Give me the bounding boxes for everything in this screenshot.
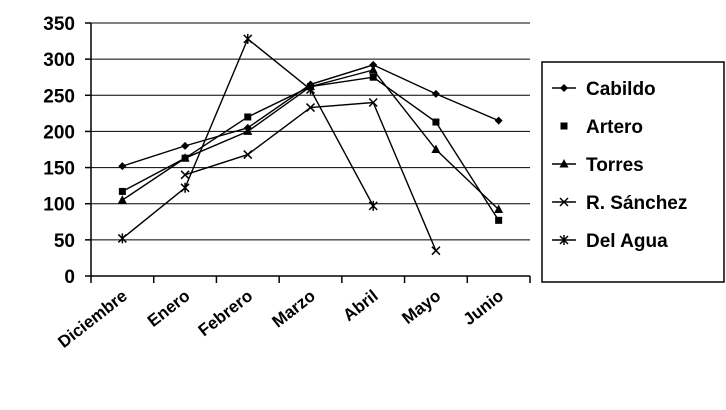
data-point-cabildo (431, 89, 440, 98)
data-point-del-agua (305, 84, 316, 95)
series-line-del-agua (121, 37, 374, 239)
y-tick-label: 100 (43, 195, 75, 216)
series-group (117, 33, 504, 256)
data-point-torres (117, 195, 127, 204)
legend-item-r-s-nchez: R. Sánchez (552, 193, 687, 214)
data-point-r-s-nchez (431, 246, 441, 256)
legend-item-artero: Artero (560, 117, 643, 138)
y-tick-label: 350 (43, 14, 75, 35)
series-del-agua (117, 33, 378, 244)
series-line-r-s-nchez (184, 101, 437, 251)
data-point-torres (494, 204, 504, 213)
legend-label-del-agua: Del Agua (586, 231, 668, 252)
y-tick-label: 200 (43, 122, 75, 143)
legend-marker-artero (560, 122, 568, 130)
data-point-del-agua (180, 182, 190, 193)
legend-marker-r-s-nchez (559, 197, 569, 207)
data-point-del-agua (243, 33, 253, 44)
x-tick-label: Junio (460, 286, 507, 329)
x-tick-label: Enero (144, 286, 194, 331)
data-point-artero (369, 73, 377, 81)
x-tick-labels: Diciembre Enero Febrero Marzo Abril Mayo Junio (54, 286, 507, 352)
data-point-r-s-nchez (180, 170, 190, 180)
data-point-torres (431, 144, 441, 153)
series-cabildo (118, 60, 503, 171)
data-point-torres (243, 126, 253, 135)
data-point-artero (432, 118, 440, 126)
x-tick-label: Febrero (195, 286, 257, 340)
data-point-cabildo (369, 60, 378, 69)
y-tick-label: 250 (43, 86, 75, 107)
data-point-artero (244, 113, 252, 121)
x-tick-label: Abril (339, 286, 381, 325)
data-point-artero (118, 187, 126, 195)
data-point-del-agua (117, 233, 127, 244)
data-point-cabildo (118, 162, 127, 171)
x-tick-label: Marzo (269, 286, 319, 331)
legend-label-artero: Artero (586, 117, 643, 138)
legend-label-cabildo: Cabildo (586, 79, 656, 100)
data-point-r-s-nchez (243, 150, 253, 160)
legend: Cabildo Artero Torres R. Sánchez Del Agua (541, 61, 725, 283)
data-point-torres (180, 153, 190, 162)
series-line-artero (122, 76, 500, 221)
gridlines (91, 22, 530, 241)
legend-box (541, 61, 725, 283)
data-point-cabildo (181, 141, 190, 150)
legend-marker-torres (559, 159, 569, 168)
y-tick-label: 150 (43, 159, 75, 180)
legend-label-torres: Torres (586, 155, 644, 176)
data-point-r-s-nchez (368, 97, 378, 108)
y-tick-label: 0 (64, 267, 75, 288)
legend-item-del-agua: Del Agua (552, 231, 668, 252)
data-point-torres (368, 64, 378, 74)
legend-item-cabildo: Cabildo (552, 79, 656, 100)
y-tick-label: 50 (54, 231, 75, 252)
x-tick-label: Diciembre (54, 286, 130, 352)
legend-marker-cabildo (560, 84, 568, 92)
data-point-del-agua (368, 200, 378, 211)
data-point-artero (495, 216, 503, 224)
legend-label-r-s-nchez: R. Sánchez (586, 193, 687, 214)
legend-item-torres: Torres (552, 155, 644, 176)
data-point-r-s-nchez (305, 103, 316, 113)
data-point-cabildo (494, 116, 503, 125)
axes (85, 22, 531, 283)
x-tick-label: Mayo (398, 286, 444, 328)
series-line-cabildo (122, 64, 499, 167)
series-r-s-nchez (180, 97, 441, 256)
legend-marker-del-agua (559, 235, 569, 245)
y-tick-labels: 0 50 100 150 200 250 300 350 (43, 14, 75, 288)
y-tick-label: 300 (43, 50, 75, 71)
